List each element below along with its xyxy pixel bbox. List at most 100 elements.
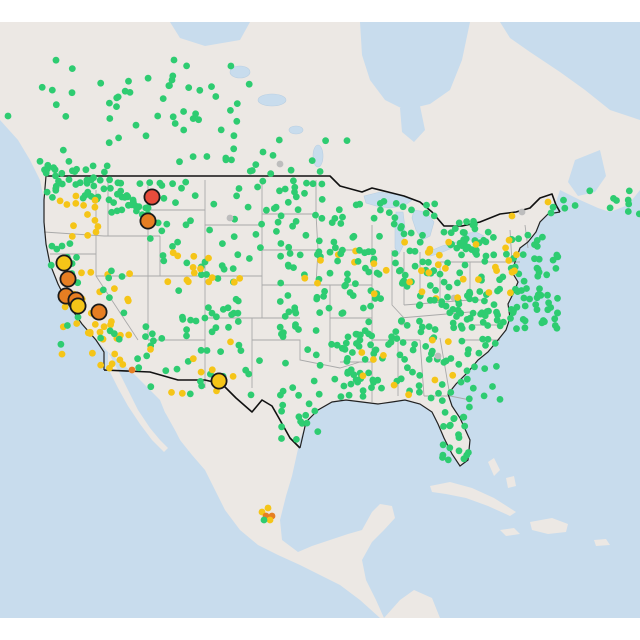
- no-data-marker[interactable]: [226, 214, 234, 222]
- good-marker[interactable]: [303, 419, 311, 427]
- good-marker[interactable]: [360, 304, 367, 312]
- good-marker[interactable]: [553, 251, 561, 259]
- good-marker[interactable]: [64, 322, 71, 329]
- good-marker[interactable]: [415, 302, 423, 309]
- moderate-marker[interactable]: [449, 371, 457, 379]
- moderate-marker[interactable]: [70, 222, 77, 230]
- good-marker[interactable]: [480, 392, 488, 400]
- good-marker[interactable]: [234, 318, 242, 325]
- good-marker[interactable]: [625, 200, 633, 208]
- good-marker[interactable]: [326, 269, 334, 277]
- good-marker[interactable]: [184, 358, 192, 365]
- good-marker[interactable]: [454, 306, 462, 314]
- good-marker[interactable]: [273, 228, 280, 235]
- good-marker[interactable]: [132, 121, 140, 129]
- moderate-marker[interactable]: [72, 192, 80, 200]
- good-marker[interactable]: [316, 361, 324, 369]
- good-marker[interactable]: [187, 217, 194, 225]
- good-marker[interactable]: [58, 169, 66, 177]
- moderate-marker[interactable]: [418, 267, 425, 275]
- good-marker[interactable]: [362, 264, 369, 272]
- good-marker[interactable]: [457, 322, 465, 330]
- good-marker[interactable]: [462, 235, 470, 243]
- good-marker[interactable]: [227, 107, 234, 114]
- good-marker[interactable]: [514, 288, 521, 295]
- good-marker[interactable]: [74, 313, 82, 321]
- good-marker[interactable]: [278, 423, 285, 431]
- good-marker[interactable]: [482, 342, 489, 349]
- good-marker[interactable]: [295, 326, 302, 333]
- good-marker[interactable]: [293, 436, 300, 443]
- good-marker[interactable]: [73, 165, 80, 173]
- good-marker[interactable]: [552, 265, 560, 272]
- good-marker[interactable]: [179, 315, 187, 323]
- moderate-marker[interactable]: [405, 391, 412, 399]
- good-marker[interactable]: [53, 245, 61, 253]
- good-marker[interactable]: [436, 270, 444, 278]
- good-marker[interactable]: [377, 295, 384, 302]
- good-marker[interactable]: [99, 286, 107, 294]
- good-marker[interactable]: [496, 396, 504, 403]
- good-marker[interactable]: [146, 235, 154, 242]
- good-marker[interactable]: [97, 79, 105, 87]
- good-marker[interactable]: [430, 212, 438, 220]
- moderate-marker[interactable]: [72, 200, 80, 207]
- good-marker[interactable]: [228, 311, 236, 318]
- good-marker[interactable]: [242, 366, 250, 374]
- good-marker[interactable]: [419, 231, 426, 239]
- good-marker[interactable]: [135, 364, 143, 372]
- good-marker[interactable]: [143, 352, 151, 360]
- good-marker[interactable]: [142, 204, 150, 212]
- good-marker[interactable]: [345, 391, 353, 399]
- good-marker[interactable]: [159, 252, 167, 259]
- good-marker[interactable]: [484, 322, 492, 329]
- good-marker[interactable]: [219, 240, 226, 248]
- good-marker[interactable]: [198, 382, 206, 390]
- good-marker[interactable]: [217, 126, 225, 134]
- good-marker[interactable]: [334, 257, 341, 265]
- good-marker[interactable]: [312, 327, 320, 334]
- good-marker[interactable]: [353, 340, 360, 347]
- good-marker[interactable]: [295, 391, 302, 399]
- good-marker[interactable]: [36, 157, 44, 165]
- moderate-marker[interactable]: [189, 264, 197, 271]
- good-marker[interactable]: [210, 200, 218, 208]
- good-marker[interactable]: [367, 341, 374, 349]
- moderate-marker[interactable]: [505, 236, 513, 244]
- moderate-marker[interactable]: [91, 203, 99, 211]
- good-marker[interactable]: [444, 259, 451, 267]
- good-marker[interactable]: [344, 369, 351, 377]
- moderate-marker[interactable]: [229, 373, 237, 380]
- good-marker[interactable]: [225, 323, 232, 331]
- good-marker[interactable]: [159, 95, 167, 102]
- good-marker[interactable]: [520, 294, 528, 302]
- moderate-marker[interactable]: [169, 249, 177, 257]
- good-marker[interactable]: [58, 242, 66, 250]
- good-marker[interactable]: [49, 194, 56, 201]
- good-marker[interactable]: [285, 243, 293, 251]
- good-marker[interactable]: [388, 333, 395, 341]
- good-marker[interactable]: [234, 251, 242, 259]
- good-marker[interactable]: [158, 182, 166, 189]
- good-marker[interactable]: [440, 228, 448, 236]
- good-marker[interactable]: [352, 280, 359, 288]
- moderate-marker[interactable]: [97, 361, 105, 369]
- good-marker[interactable]: [469, 309, 477, 317]
- good-marker[interactable]: [428, 350, 435, 358]
- good-marker[interactable]: [52, 182, 60, 190]
- good-marker[interactable]: [146, 179, 154, 187]
- good-marker[interactable]: [352, 376, 360, 384]
- good-marker[interactable]: [481, 297, 488, 305]
- moderate-marker[interactable]: [91, 217, 99, 224]
- good-marker[interactable]: [277, 240, 285, 247]
- moderate-marker[interactable]: [426, 245, 434, 253]
- good-marker[interactable]: [183, 332, 190, 340]
- good-marker[interactable]: [263, 206, 270, 214]
- good-marker[interactable]: [52, 172, 59, 180]
- good-marker[interactable]: [38, 83, 46, 91]
- moderate-marker[interactable]: [544, 198, 552, 206]
- good-marker[interactable]: [106, 327, 114, 335]
- good-marker[interactable]: [106, 115, 114, 122]
- moderate-marker[interactable]: [205, 254, 212, 262]
- good-marker[interactable]: [586, 187, 594, 195]
